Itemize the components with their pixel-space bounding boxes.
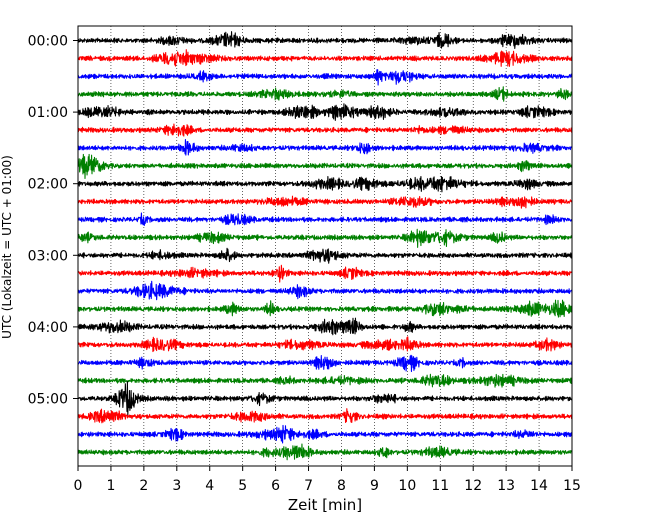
x-tick-label: 7 <box>304 478 313 494</box>
seismic-trace <box>77 408 573 424</box>
x-tick-label: 1 <box>106 478 115 494</box>
x-tick-label: 10 <box>398 478 416 494</box>
seismic-trace <box>77 31 573 50</box>
seismic-trace <box>77 175 573 193</box>
y-tick-label: 03:00 <box>28 248 68 264</box>
seismic-trace <box>77 123 573 137</box>
seismic-trace <box>77 280 573 301</box>
seismic-trace <box>77 212 573 227</box>
seismic-trace <box>77 69 573 86</box>
seismic-trace <box>77 336 573 353</box>
x-tick-label: 3 <box>172 478 181 494</box>
seismic-trace <box>77 103 573 121</box>
seismic-trace <box>77 264 573 283</box>
x-tick-label: 12 <box>464 478 482 494</box>
x-tick-label: 9 <box>370 478 379 494</box>
x-tick-label: 15 <box>563 478 581 494</box>
x-tick-label: 2 <box>139 478 148 494</box>
plot-background <box>78 26 572 466</box>
x-tick-label: 4 <box>205 478 214 494</box>
seismic-trace <box>77 247 573 264</box>
seismic-trace <box>77 49 573 67</box>
seismic-trace <box>77 424 573 444</box>
plot-frame <box>77 25 573 467</box>
seismic-trace <box>77 138 573 156</box>
y-tick-label: 04:00 <box>28 320 68 336</box>
seismic-trace <box>77 299 573 318</box>
seismic-trace <box>77 86 573 102</box>
x-tick-label: 13 <box>497 478 515 494</box>
grid-lines <box>110 26 540 466</box>
y-tick-label: 02:00 <box>28 177 68 193</box>
x-tick-label: 0 <box>74 478 83 494</box>
x-axis-label: Zeit [min] <box>288 496 362 514</box>
helicorder-traces <box>77 31 573 461</box>
x-tick-label: 11 <box>431 478 449 494</box>
seismic-trace <box>77 195 573 209</box>
x-tick-label: 5 <box>238 478 247 494</box>
seismic-trace <box>77 228 573 248</box>
y-tick-label: 05:00 <box>28 392 68 408</box>
y-tick-label: 01:00 <box>28 105 68 121</box>
seismic-trace <box>77 373 573 388</box>
seismic-trace <box>77 153 573 179</box>
y-axis-ticks: 00:00 01:00 02:00 03:00 04:00 05:00 <box>28 34 78 408</box>
seismic-trace <box>77 381 573 416</box>
seismic-trace <box>77 443 573 461</box>
x-axis-ticks: 0 1 2 3 4 5 6 7 8 9 10 11 12 13 14 15 <box>74 466 581 494</box>
x-tick-label: 8 <box>337 478 346 494</box>
x-tick-label: 14 <box>530 478 548 494</box>
seismic-trace <box>77 317 573 336</box>
seismic-trace <box>77 354 573 373</box>
y-tick-label: 00:00 <box>28 34 68 50</box>
x-tick-label: 6 <box>271 478 280 494</box>
y-axis-label: UTC (Lokalzeit = UTC + 01:00) <box>0 155 14 339</box>
